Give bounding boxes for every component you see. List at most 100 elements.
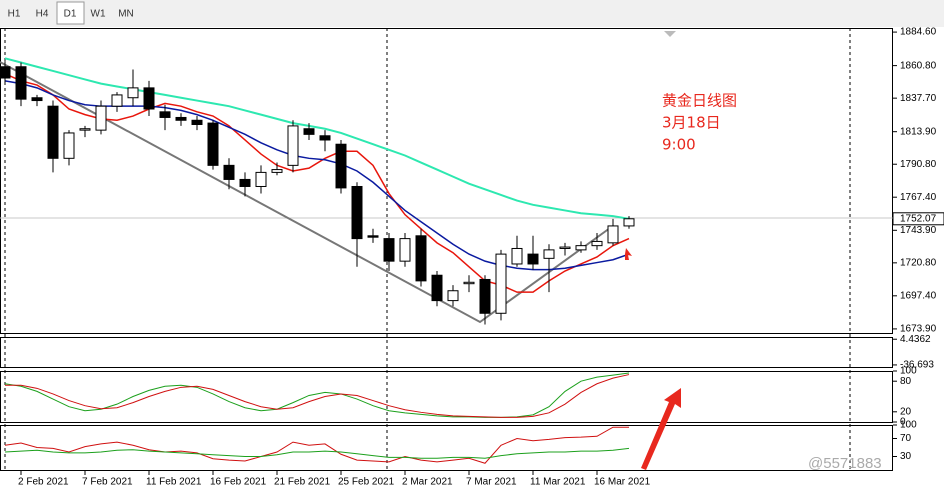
candle-body xyxy=(351,185,363,240)
candle-body xyxy=(367,235,379,238)
y-tick-label: 80 xyxy=(900,376,912,387)
plot xyxy=(0,57,635,464)
y-tick-label: 4.4362 xyxy=(900,334,931,345)
scroll-marker xyxy=(664,31,676,37)
candle-body xyxy=(415,235,427,282)
indicator-line xyxy=(4,372,630,418)
candle-body xyxy=(607,225,619,244)
x-tick-label: 11 Feb 2021 xyxy=(146,477,202,488)
candle-body xyxy=(623,218,635,227)
candle-body xyxy=(575,245,587,251)
button-label: D1 xyxy=(64,9,77,20)
candle-body xyxy=(159,111,171,118)
button-label: H4 xyxy=(36,9,49,20)
timeframe-button[interactable]: H4 xyxy=(29,2,56,24)
button-face xyxy=(56,1,85,25)
candle-body xyxy=(319,135,331,141)
timeframe-button[interactable]: D1 xyxy=(56,1,85,25)
candle-body xyxy=(63,132,75,159)
candle-body xyxy=(335,143,347,189)
macd-frame xyxy=(0,337,893,368)
y-tick-label: 1673.90 xyxy=(900,324,937,335)
y-tick-label: 1837.70 xyxy=(900,93,937,104)
y-tick-label: 1697.40 xyxy=(900,290,937,301)
x-tick-label: 21 Feb 2021 xyxy=(274,477,331,488)
candle-body xyxy=(431,274,443,302)
x-tick-label: 7 Mar 2021 xyxy=(466,477,517,488)
x-tick-label: 16 Feb 2021 xyxy=(210,477,267,488)
button-face xyxy=(113,2,140,24)
small-arrow xyxy=(625,248,632,260)
y-tick-label: 1790.80 xyxy=(900,159,937,170)
button-face xyxy=(85,2,112,24)
ma-line xyxy=(4,57,630,220)
candle-body xyxy=(543,249,555,259)
candle-body xyxy=(447,290,459,302)
annotation: 黄金日线图 xyxy=(662,92,737,110)
candle-body xyxy=(95,105,107,131)
y-tick-label: 1720.80 xyxy=(900,257,937,268)
button-label: W1 xyxy=(91,9,106,20)
candle-body xyxy=(0,66,11,79)
x-tick-label: 7 Feb 2021 xyxy=(82,477,133,488)
ma-line xyxy=(4,80,630,271)
y-tick-label: 0 xyxy=(900,417,906,428)
y-tick-label: 20 xyxy=(900,406,912,417)
y-tick-label: 1884.60 xyxy=(900,27,937,38)
y-tick-label: 30 xyxy=(900,451,912,462)
indicator-line xyxy=(4,426,629,464)
annotation: 9:00 xyxy=(662,136,696,154)
y-tick-label: 100 xyxy=(900,366,917,377)
candle-body xyxy=(47,105,59,159)
candle-body xyxy=(79,128,91,131)
candle-body xyxy=(287,125,299,166)
annotation: 3月18日 xyxy=(662,114,721,132)
candle-body xyxy=(127,87,139,99)
toolbar xyxy=(0,0,944,27)
button-face xyxy=(1,2,28,24)
candle-body xyxy=(239,178,251,187)
candle-body xyxy=(303,128,315,135)
candle-body xyxy=(175,116,187,121)
y-tick-label: 100 xyxy=(900,420,917,431)
period-separators xyxy=(4,28,851,470)
price-tag-label: 1752.07 xyxy=(900,213,937,224)
watermark: @5571883 xyxy=(808,455,882,472)
candle-body xyxy=(383,238,395,262)
timeframe-button[interactable]: H1 xyxy=(1,2,28,24)
indicator-line xyxy=(5,374,630,418)
x-tick-label: 11 Mar 2021 xyxy=(530,477,586,488)
candle-body xyxy=(255,171,267,187)
button-face xyxy=(29,2,56,24)
timeframe-button[interactable]: MN xyxy=(113,2,140,24)
y-tick-label: 1767.40 xyxy=(900,192,937,203)
main-frame xyxy=(0,28,893,334)
candle-body xyxy=(591,240,603,247)
y-tick-label: 70 xyxy=(900,433,912,444)
button-label: H1 xyxy=(8,9,21,20)
candle-body xyxy=(463,281,475,285)
ma-line xyxy=(4,73,630,293)
y-tick-label: 1860.80 xyxy=(900,60,937,71)
trend-line xyxy=(0,61,611,324)
y-tick-label: 1743.90 xyxy=(900,225,937,236)
candle-body xyxy=(143,87,155,110)
candle-body xyxy=(15,66,27,100)
candle-body xyxy=(207,122,219,166)
timeframe-bar: H1 H4 D1 W1 MN xyxy=(1,1,140,25)
candle-body xyxy=(271,169,283,173)
candle-body xyxy=(31,97,43,102)
candle-body xyxy=(559,246,571,249)
timeframe-button[interactable]: W1 xyxy=(85,2,112,24)
candle-body xyxy=(223,164,235,180)
candle-body xyxy=(511,247,523,265)
x-tick-label: 2 Mar 2021 xyxy=(402,477,453,488)
y-tick-label: 1813.90 xyxy=(900,126,937,137)
x-tick-label: 25 Feb 2021 xyxy=(338,477,395,488)
candle-body xyxy=(399,238,411,262)
candle-body xyxy=(479,278,491,314)
candle-body xyxy=(495,253,507,314)
candle-body xyxy=(527,253,539,265)
stoch-frame xyxy=(0,371,893,423)
